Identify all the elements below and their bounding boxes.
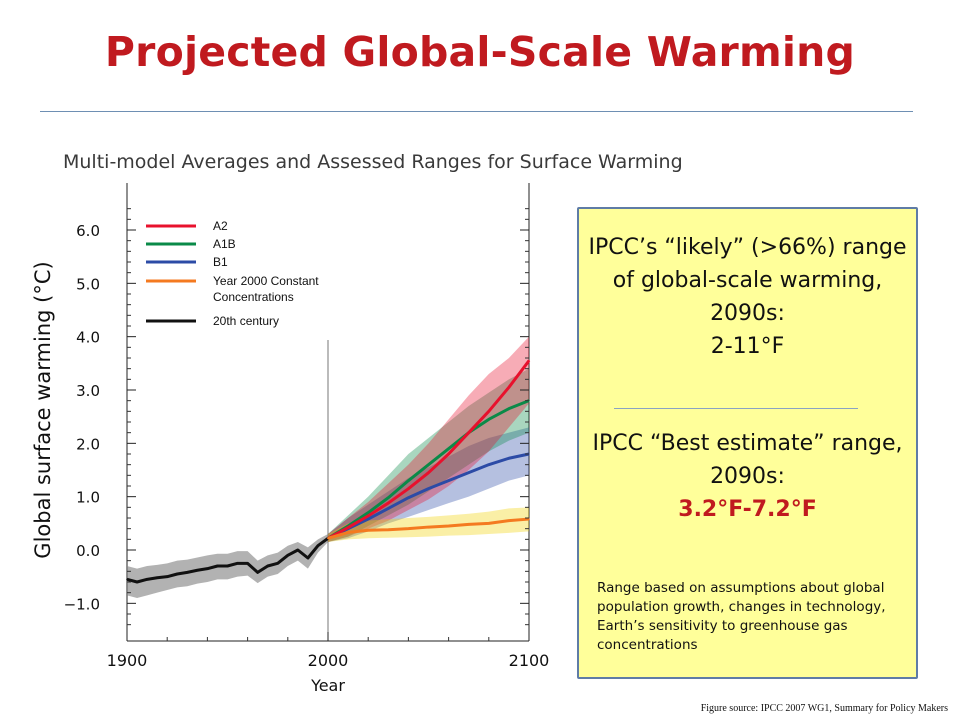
plot-frame bbox=[126, 183, 530, 642]
data-point bbox=[287, 554, 289, 557]
data-point bbox=[488, 522, 490, 525]
data-point bbox=[447, 479, 450, 482]
legend-label: A1B bbox=[213, 237, 236, 251]
best-estimate-text: IPCC “Best estimate” range, 2090s: bbox=[592, 431, 903, 489]
y-tick-label: 1.0 bbox=[76, 489, 100, 507]
data-point bbox=[146, 578, 148, 581]
band-a1b bbox=[328, 368, 529, 542]
y-tick-label: −1.0 bbox=[64, 595, 100, 613]
data-point bbox=[186, 571, 189, 574]
data-point bbox=[508, 457, 510, 460]
x-tick-label: 2100 bbox=[509, 651, 550, 670]
data-point bbox=[508, 407, 510, 410]
data-point bbox=[528, 359, 530, 362]
data-point bbox=[467, 431, 470, 434]
chart-legend: A2 A1B B1 Year 2000 Constant Concentrations 2… bbox=[146, 219, 319, 328]
data-point bbox=[226, 565, 229, 567]
y-tick-label: 4.0 bbox=[76, 329, 100, 347]
y-tick-label: 0.0 bbox=[76, 542, 100, 560]
data-point bbox=[528, 518, 530, 520]
data-point bbox=[367, 529, 370, 532]
chart-title: Multi-model Averages and Assessed Ranges… bbox=[63, 151, 683, 173]
data-point bbox=[427, 487, 430, 490]
data-point bbox=[447, 525, 450, 527]
axis-ticks: −1.0 0.0 1.0 2.0 3.0 4.0 5.0 6.0 1900 2000 2100 bbox=[64, 208, 550, 670]
data-point bbox=[196, 569, 199, 572]
data-point bbox=[488, 410, 490, 413]
data-point bbox=[508, 519, 510, 522]
data-point bbox=[136, 581, 138, 583]
data-point bbox=[387, 496, 390, 499]
likely-range-box: IPCC’s “likely” (>66%) range of global-s… bbox=[579, 231, 916, 363]
best-estimate-box: IPCC “Best estimate” range, 2090s: 3.2°F… bbox=[579, 427, 916, 526]
y-tick-label: 6.0 bbox=[76, 222, 100, 240]
slide-title: Projected Global-Scale Warming bbox=[104, 28, 856, 76]
title-divider bbox=[40, 111, 913, 112]
box-divider bbox=[614, 408, 858, 409]
series-lines bbox=[126, 359, 531, 584]
data-point bbox=[256, 571, 259, 574]
data-point bbox=[347, 531, 349, 534]
data-point bbox=[488, 418, 490, 421]
figure-source: Figure source: IPCC 2007 WG1, Summary fo… bbox=[700, 703, 948, 714]
band-a2 bbox=[328, 336, 529, 542]
data-point bbox=[156, 576, 158, 579]
data-point bbox=[467, 523, 470, 526]
data-point bbox=[447, 447, 450, 450]
data-point bbox=[407, 527, 410, 530]
data-point bbox=[407, 479, 410, 482]
data-point bbox=[246, 562, 249, 565]
data-point bbox=[236, 562, 239, 565]
data-point bbox=[347, 526, 349, 529]
data-point bbox=[367, 518, 370, 520]
uncertainty-bands bbox=[127, 336, 529, 598]
data-point bbox=[387, 528, 390, 531]
data-point bbox=[216, 565, 219, 567]
data-point bbox=[166, 575, 168, 578]
band-year-2000-constant-concentrations bbox=[328, 507, 529, 542]
data-point bbox=[367, 515, 370, 517]
data-point bbox=[317, 544, 319, 547]
x-tick-label: 2000 bbox=[308, 651, 349, 670]
x-axis-label: Year bbox=[310, 676, 345, 695]
data-point bbox=[407, 496, 410, 499]
data-point bbox=[407, 487, 410, 490]
data-point bbox=[508, 386, 510, 389]
ipcc-info-box: IPCC’s “likely” (>66%) range of global-s… bbox=[577, 207, 918, 679]
data-point bbox=[367, 511, 370, 514]
y-tick-label: 2.0 bbox=[76, 435, 100, 453]
data-point bbox=[488, 463, 490, 466]
data-point bbox=[427, 471, 430, 474]
assumptions-note: Range based on assumptions about global … bbox=[597, 580, 886, 653]
y-tick-label: 3.0 bbox=[76, 382, 100, 400]
legend-label: 20th century bbox=[213, 314, 279, 328]
y-axis-label: Global surface warming (°C) bbox=[31, 261, 55, 558]
likely-range-value: 2-11°F bbox=[710, 334, 785, 359]
data-point bbox=[327, 537, 329, 540]
legend-label: Year 2000 Constant Concentrations bbox=[213, 274, 319, 304]
data-point bbox=[447, 453, 450, 455]
x-tick-label: 1900 bbox=[107, 651, 148, 670]
data-point bbox=[176, 573, 179, 575]
data-point bbox=[427, 526, 430, 528]
y-tick-label: 5.0 bbox=[76, 275, 100, 293]
data-point bbox=[467, 471, 470, 474]
data-point bbox=[387, 507, 390, 510]
legend-label: A2 bbox=[213, 219, 228, 233]
data-point bbox=[427, 463, 430, 466]
data-point bbox=[307, 557, 309, 559]
likely-range-text: IPCC’s “likely” (>66%) range of global-s… bbox=[588, 235, 907, 326]
data-point bbox=[387, 502, 390, 504]
data-point bbox=[126, 578, 128, 581]
data-point bbox=[266, 565, 269, 567]
data-point bbox=[276, 562, 279, 565]
data-point bbox=[206, 567, 209, 570]
legend-label: B1 bbox=[213, 255, 228, 269]
data-point bbox=[297, 549, 299, 551]
best-estimate-value: 3.2°F-7.2°F bbox=[678, 497, 817, 522]
